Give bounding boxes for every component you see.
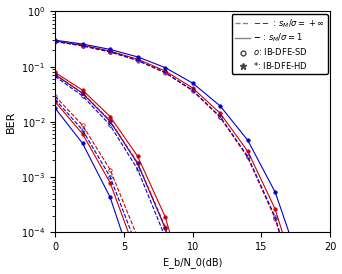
X-axis label: E_b/N_0(dB): E_b/N_0(dB): [163, 258, 222, 269]
Y-axis label: BER: BER: [5, 111, 15, 133]
Legend: $- -$ : $s_M/\sigma=+\infty$, $\boldsymbol{-}$ : $s_M/\sigma=1$, $o$: IB-DFE-SD,: $- -$ : $s_M/\sigma=+\infty$, $\boldsymb…: [232, 14, 328, 74]
